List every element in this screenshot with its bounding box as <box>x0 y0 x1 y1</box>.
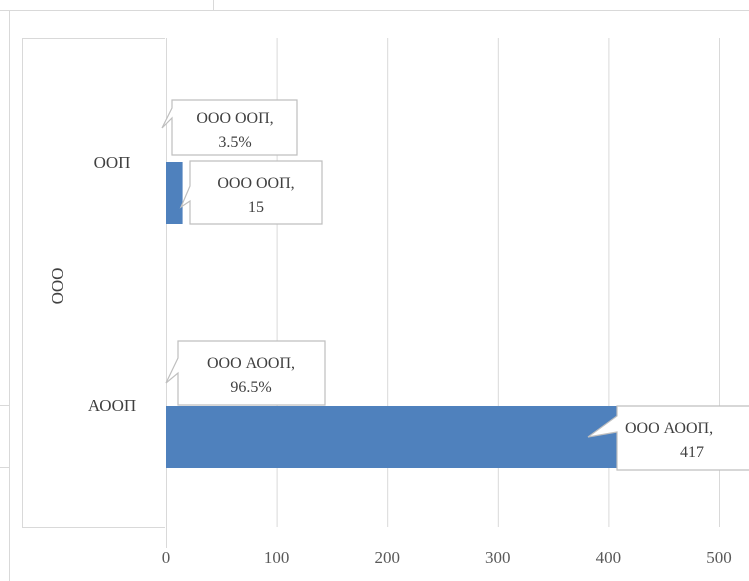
x-tick-label-100: 100 <box>264 548 290 567</box>
callout-percent-oop: ООО ООП, 3.5% <box>161 99 298 156</box>
callout-value-oop-line1: ООО ООП, <box>217 175 294 192</box>
x-axis-ticks: 0 100 200 300 400 500 <box>162 548 732 567</box>
callout-value-aoop-line1: ООО АООП, <box>625 420 713 437</box>
callout-percent-aoop-line1: ООО АООП, <box>207 355 295 372</box>
callout-percent-aoop-line2: 96.5% <box>230 379 271 396</box>
x-tick-label-300: 300 <box>485 548 511 567</box>
category-label-aoop: АООП <box>88 396 136 415</box>
callout-value-aoop-line2: 417 <box>680 444 704 461</box>
bar-oop <box>166 162 183 224</box>
callout-value-oop-line2: 15 <box>248 199 264 216</box>
group-label: ООО <box>48 268 67 305</box>
callout-percent-oop-line2: 3.5% <box>218 134 251 151</box>
callout-value-oop: ООО ООП, 15 <box>179 160 323 225</box>
x-tick-label-0: 0 <box>162 548 171 567</box>
callout-percent-aoop: ООО АООП, 96.5% <box>165 340 326 406</box>
callout-value-aoop: ООО АООП, 417 <box>587 405 749 471</box>
bar-aoop <box>166 406 628 468</box>
x-tick-label-500: 500 <box>706 548 732 567</box>
x-tick-label-400: 400 <box>596 548 622 567</box>
callout-percent-oop-line1: ООО ООП, <box>196 110 273 127</box>
category-label-oop: ООП <box>94 153 131 172</box>
x-tick-label-200: 200 <box>374 548 400 567</box>
